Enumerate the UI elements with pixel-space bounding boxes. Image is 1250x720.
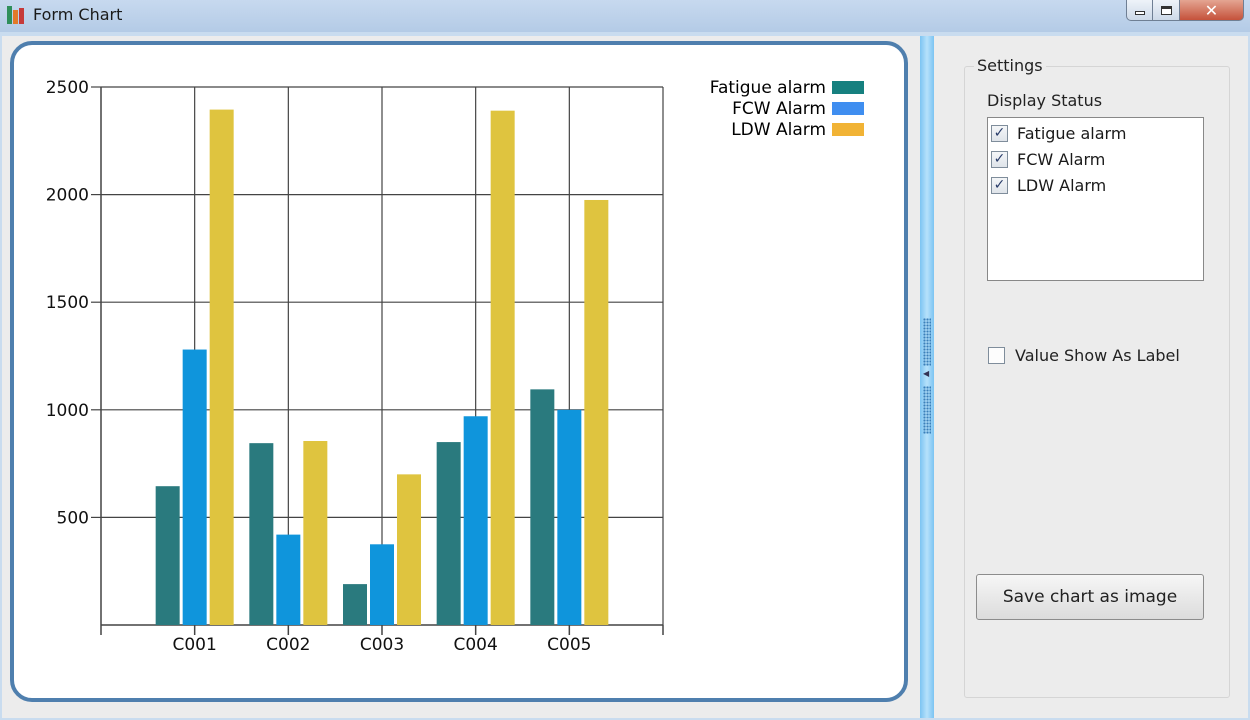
list-item-fatigue-alarm[interactable]: ✓ Fatigue alarm <box>991 122 1126 144</box>
bar-c003-ldw-alarm <box>397 474 421 625</box>
series-checkbox-list[interactable]: ✓ Fatigue alarm ✓ FCW Alarm ✓ LDW Alarm <box>987 117 1204 281</box>
list-item-label: LDW Alarm <box>1017 175 1107 195</box>
list-item-label: Fatigue alarm <box>1017 123 1127 143</box>
bar-chart: 500 1000 1500 2000 2500 C001 C002 C003 C004 C005 F… <box>46 78 864 655</box>
list-item-ldw-alarm[interactable]: ✓ LDW Alarm <box>991 174 1106 196</box>
bar-c004-fcw-alarm <box>463 416 488 625</box>
bar-c003-fcw-alarm <box>370 544 394 625</box>
panel-splitter[interactable]: ◀ <box>920 36 934 718</box>
y-tick-label: 500 <box>57 508 89 528</box>
bar-c005-fatigue-alarm <box>530 389 555 625</box>
x-tick-label: C001 <box>173 635 217 655</box>
collapse-arrow-icon[interactable]: ◀ <box>923 369 930 378</box>
save-chart-button[interactable]: Save chart as image <box>976 574 1204 620</box>
value-show-as-label-text: Value Show As Label <box>1015 346 1180 365</box>
bar-c002-fatigue-alarm <box>249 443 274 625</box>
bar-c005-fcw-alarm <box>557 409 582 625</box>
bar-c001-fcw-alarm <box>182 349 207 625</box>
splitter-grip-top <box>923 318 931 366</box>
app-icon <box>7 6 25 24</box>
legend-label: LDW Alarm <box>731 120 826 140</box>
title-bar: Form Chart ✕ <box>0 0 1250 32</box>
maximize-button[interactable] <box>1153 0 1180 21</box>
x-tick-label: C005 <box>547 635 591 655</box>
bar-c002-ldw-alarm <box>303 441 328 625</box>
value-show-as-label-checkbox[interactable] <box>988 347 1005 364</box>
legend-swatch <box>832 81 864 94</box>
checkbox-fatigue-alarm[interactable]: ✓ <box>991 124 1008 142</box>
minimize-icon <box>1134 10 1145 15</box>
window-controls: ✕ <box>1126 0 1244 21</box>
bar-c001-fatigue-alarm <box>155 486 180 625</box>
splitter-grip-bottom <box>923 386 931 434</box>
bar-c002-fcw-alarm <box>276 534 301 625</box>
client-area: 500 1000 1500 2000 2500 C001 C002 C003 C004 C005 F… <box>2 36 1248 718</box>
bar-c001-ldw-alarm <box>209 109 234 625</box>
bar-c004-fatigue-alarm <box>436 442 461 625</box>
chart-panel: 500 1000 1500 2000 2500 C001 C002 C003 C004 C005 F… <box>10 41 908 702</box>
settings-group <box>964 66 1230 698</box>
y-tick-label: 2000 <box>46 186 89 206</box>
window-title: Form Chart <box>33 5 123 24</box>
checkbox-ldw-alarm[interactable]: ✓ <box>991 176 1008 194</box>
y-tick-label: 2500 <box>46 78 89 98</box>
display-status-label: Display Status <box>987 91 1103 110</box>
bar-c005-ldw-alarm <box>584 199 609 626</box>
legend-swatch <box>832 102 864 115</box>
maximize-icon <box>1160 5 1172 15</box>
close-button[interactable]: ✕ <box>1180 0 1244 21</box>
settings-sidebar: Settings Display Status ✓ Fatigue alarm … <box>934 36 1248 718</box>
y-tick-label: 1000 <box>46 401 89 421</box>
x-tick-label: C004 <box>454 635 498 655</box>
legend-label: FCW Alarm <box>732 99 826 119</box>
minimize-button[interactable] <box>1126 0 1153 21</box>
checkbox-fcw-alarm[interactable]: ✓ <box>991 150 1008 168</box>
y-tick-label: 1500 <box>46 293 89 313</box>
close-icon: ✕ <box>1204 0 1219 20</box>
list-item-fcw-alarm[interactable]: ✓ FCW Alarm <box>991 148 1105 170</box>
legend-swatch <box>832 123 864 136</box>
x-tick-label: C002 <box>266 635 310 655</box>
bar-c003-fatigue-alarm <box>343 584 367 625</box>
x-tick-label: C003 <box>360 635 404 655</box>
settings-group-title: Settings <box>974 56 1046 75</box>
bar-c004-ldw-alarm <box>490 110 515 625</box>
value-show-as-label-option[interactable]: Value Show As Label <box>988 346 1180 365</box>
list-item-label: FCW Alarm <box>1017 149 1106 169</box>
legend-label: Fatigue alarm <box>710 78 826 98</box>
